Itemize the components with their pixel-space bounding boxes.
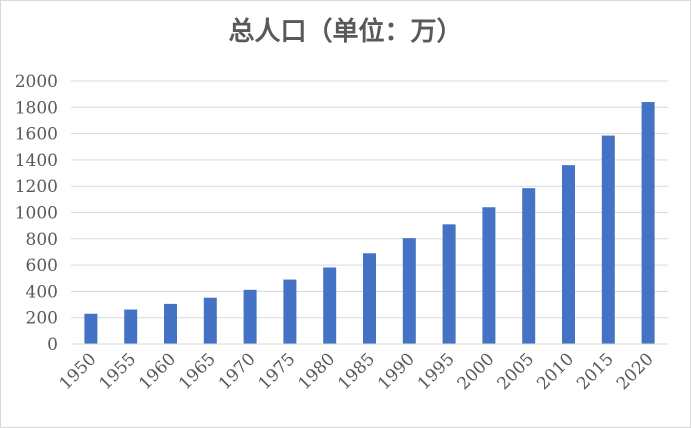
x-tick-label: 1965: [175, 349, 220, 394]
bars: [84, 102, 655, 344]
y-tick-label: 600: [26, 256, 58, 276]
bar-2000: [482, 207, 496, 344]
x-axis-tick-labels: 1950195519601965197019751980198519901995…: [56, 349, 658, 394]
bar-1960: [164, 303, 177, 344]
x-tick-label: 1980: [295, 349, 340, 394]
y-tick-label: 200: [26, 309, 58, 329]
y-tick-label: 1400: [15, 151, 58, 171]
y-tick-label: 2000: [15, 72, 58, 92]
bar-1995: [442, 224, 456, 344]
bar-2020: [641, 102, 655, 344]
x-tick-label: 1985: [334, 349, 379, 394]
x-tick-label: 1960: [135, 349, 180, 394]
x-tick-label: 2000: [454, 349, 499, 394]
y-axis-tick-labels: 0 200 400 600 800 1000 1200 1400 1600 1800 2000: [15, 72, 58, 355]
y-tick-label: 1000: [15, 204, 58, 224]
x-tick-label: 2020: [613, 349, 658, 394]
y-tick-label: 1200: [15, 177, 58, 197]
x-tick-label: 2005: [494, 349, 539, 394]
bar-1950: [84, 313, 98, 344]
bar-2015: [601, 135, 615, 344]
bar-1985: [363, 253, 376, 344]
x-tick-label: 1950: [56, 349, 101, 394]
bar-1990: [402, 238, 416, 344]
y-tick-label: 800: [26, 230, 58, 250]
y-tick-label: 1800: [15, 98, 58, 118]
bar-1955: [124, 309, 138, 344]
y-tick-label: 0: [47, 335, 58, 355]
x-tick-label: 1970: [215, 349, 260, 394]
bar-2005: [522, 188, 536, 344]
x-tick-label: 1975: [255, 349, 300, 394]
x-tick-label: 1955: [95, 349, 140, 394]
x-tick-label: 1990: [374, 349, 419, 394]
bar-1980: [323, 267, 337, 344]
bar-1975: [283, 279, 297, 344]
x-tick-label: 2015: [573, 349, 618, 394]
y-tick-label: 400: [26, 282, 58, 302]
y-tick-label: 1600: [15, 125, 58, 145]
bar-2010: [562, 165, 575, 344]
x-tick-label: 2010: [533, 349, 578, 394]
chart-title: 总人口（单位：万）: [228, 17, 463, 47]
bar-1970: [243, 289, 257, 344]
bar-1965: [203, 297, 217, 344]
x-tick-label: 1995: [414, 349, 459, 394]
